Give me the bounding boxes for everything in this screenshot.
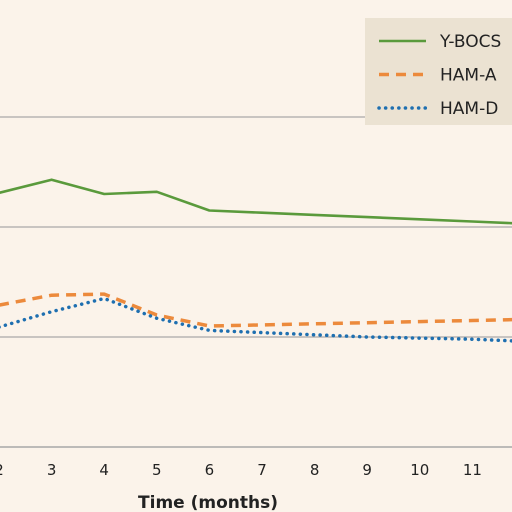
x-tick-label: 11 [463,461,482,479]
legend: Y-BOCS HAM-A HAM-D [365,18,512,125]
legend-label-y-bocs: Y-BOCS [439,32,501,52]
x-tick-label: 3 [47,461,57,479]
legend-box [365,18,512,125]
legend-label-ham-a: HAM-A [440,66,497,86]
x-tick-labels: 23456789101112 [0,461,482,479]
x-tick-label: 6 [205,461,215,479]
x-tick-label: 10 [410,461,429,479]
x-tick-label: 8 [310,461,320,479]
series-lines [0,178,512,343]
x-axis-title: Time (months) [138,493,278,512]
legend-label-ham-d: HAM-D [440,99,498,119]
series-ham-a-line [0,292,512,328]
series-ham-d-line [0,296,512,343]
x-tick-label: 9 [362,461,372,479]
x-tick-label: 7 [257,461,267,479]
x-tick-label: 2 [0,461,4,479]
series-y-bocs-line [0,178,512,225]
x-tick-label: 4 [99,461,109,479]
x-tick-label: 5 [152,461,162,479]
